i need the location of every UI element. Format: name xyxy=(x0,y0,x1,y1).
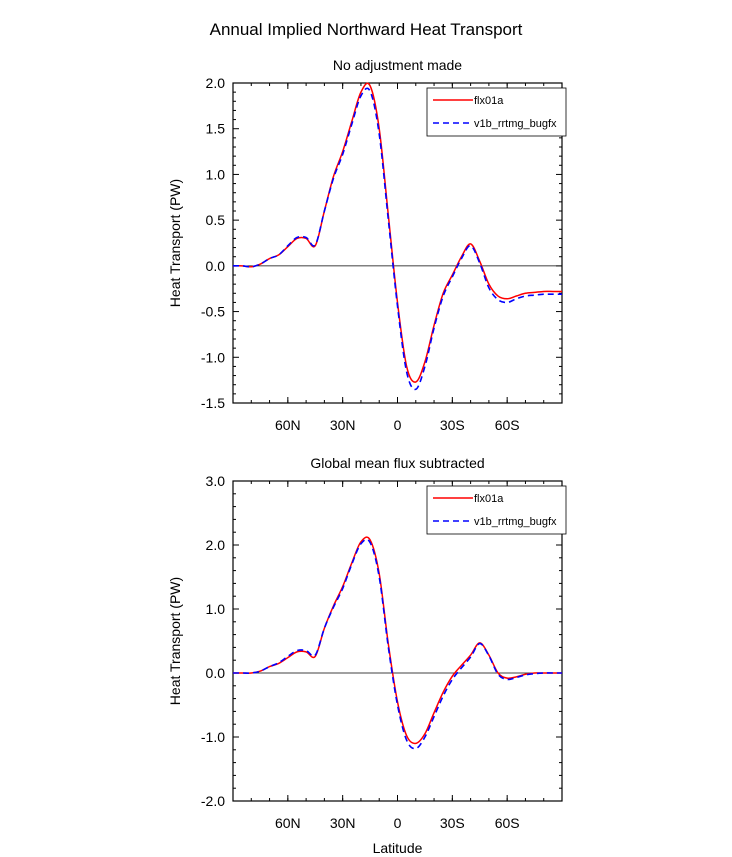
y-tick-label: 1.5 xyxy=(206,121,226,137)
legend: flx01a v1b_rrtmg_bugfx xyxy=(426,485,567,535)
series-line-2 xyxy=(232,87,562,391)
x-tick-label: 60S xyxy=(495,417,520,433)
y-tick-label: 3.0 xyxy=(206,473,226,489)
series-line-2 xyxy=(233,538,562,750)
chart-subtitle: No adjustment made xyxy=(333,57,462,73)
y-tick-label: 1.0 xyxy=(206,166,226,182)
page-title: Annual Implied Northward Heat Transport xyxy=(209,20,523,39)
chart-subtitle: Global mean flux subtracted xyxy=(310,455,484,471)
y-tick-label: 0.5 xyxy=(206,212,226,228)
y-axis-label: Heat Transport (PW) xyxy=(167,179,183,307)
x-tick-label: 60S xyxy=(495,815,520,831)
y-tick-label: 2.0 xyxy=(206,75,226,91)
legend-box xyxy=(426,485,567,535)
y-tick-label: 1.0 xyxy=(206,601,226,617)
y-tick-label: -1.5 xyxy=(201,395,225,411)
y-tick-label: 0.0 xyxy=(206,665,226,681)
legend: flx01a v1b_rrtmg_bugfx xyxy=(426,87,567,137)
y-tick-label: -0.5 xyxy=(201,304,225,320)
x-tick-label: 60N xyxy=(275,417,301,433)
legend-label: v1b_rrtmg_bugfx xyxy=(474,118,557,130)
legend-label: flx01a xyxy=(474,95,504,107)
y-tick-label: -1.0 xyxy=(201,729,225,745)
y-tick-label: 2.0 xyxy=(206,537,226,553)
y-tick-label: 0.0 xyxy=(206,258,226,274)
x-tick-label: 60N xyxy=(275,815,301,831)
legend-label: flx01a xyxy=(474,493,504,505)
series-line-1 xyxy=(233,536,562,745)
chart-panel-1: No adjustment made -1.5 -1.0 -0.5 0.0 0.5 1.0 1… xyxy=(167,57,567,433)
y-axis-label: Heat Transport (PW) xyxy=(167,577,183,705)
y-tick-label: -2.0 xyxy=(201,793,225,809)
y-tick-label: -1.0 xyxy=(201,349,225,365)
x-tick-label: 30S xyxy=(440,815,465,831)
legend-box xyxy=(426,87,567,137)
x-tick-label: 0 xyxy=(394,417,402,433)
chart-panel-2: Global mean flux subtracted -2.0 -1.0 0.0 1.… xyxy=(167,455,567,856)
x-axis-label: Latitude xyxy=(373,840,423,856)
x-tick-label: 30S xyxy=(440,417,465,433)
legend-label: v1b_rrtmg_bugfx xyxy=(474,516,557,528)
x-tick-label: 0 xyxy=(394,815,402,831)
x-tick-label: 30N xyxy=(330,815,356,831)
x-tick-label: 30N xyxy=(330,417,356,433)
